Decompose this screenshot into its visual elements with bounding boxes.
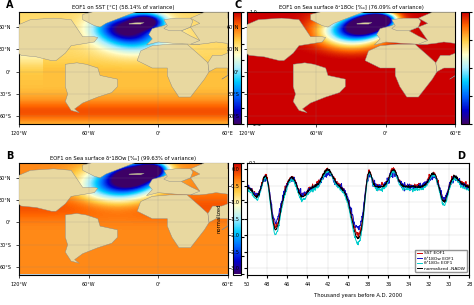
Polygon shape: [8, 169, 98, 211]
normalized -NADW: [298, 195, 304, 199]
δ³18Oc EOF1: [466, 186, 472, 190]
Polygon shape: [146, 170, 200, 196]
Text: C: C: [234, 0, 242, 10]
Title: EOF1 on Sea surface δ³18Oc [‰] (76.09% of variance): EOF1 on Sea surface δ³18Oc [‰] (76.09% o…: [279, 5, 424, 10]
Polygon shape: [129, 173, 144, 175]
Polygon shape: [365, 44, 437, 97]
normalized -NADW: [466, 183, 472, 187]
Polygon shape: [293, 63, 346, 113]
Polygon shape: [392, 18, 421, 31]
Polygon shape: [65, 63, 118, 113]
Polygon shape: [164, 18, 193, 31]
Polygon shape: [137, 195, 209, 248]
Line: δ³18Oc EOF1: δ³18Oc EOF1: [247, 170, 469, 245]
Polygon shape: [137, 44, 209, 97]
SST EOF1: [409, 185, 415, 189]
SST EOF1: [244, 188, 250, 192]
δ³18Ow EOF1: [466, 185, 472, 189]
SST EOF1: [365, 175, 371, 178]
δ³18Ow EOF1: [409, 186, 415, 190]
normalized -NADW: [409, 185, 415, 188]
δ³18Ow EOF1: [391, 168, 396, 172]
δ³18Oc EOF1: [317, 183, 323, 186]
Polygon shape: [164, 169, 193, 181]
Polygon shape: [290, 81, 337, 100]
Polygon shape: [191, 163, 320, 230]
normalized -NADW: [366, 171, 372, 175]
Text: D: D: [457, 151, 465, 161]
δ³18Ow EOF1: [356, 228, 362, 232]
Legend: SST EOF1, δ³18Ow EOF1, δ³18Oc EOF1, normalized -NADW: SST EOF1, δ³18Ow EOF1, δ³18Oc EOF1, norm…: [415, 249, 467, 272]
δ³18Ow EOF1: [427, 179, 433, 182]
Polygon shape: [357, 23, 372, 24]
Title: EOF1 on Sea surface δ³18Ow [‰] (99.63% of variance): EOF1 on Sea surface δ³18Ow [‰] (99.63% o…: [50, 156, 196, 161]
Y-axis label: normalized: normalized: [217, 204, 222, 233]
Title: EOF1 on SST [°C] (58.14% of variance): EOF1 on SST [°C] (58.14% of variance): [72, 5, 174, 10]
SST EOF1: [391, 166, 396, 170]
δ³18Ow EOF1: [244, 183, 250, 187]
normalized -NADW: [317, 180, 323, 184]
δ³18Ow EOF1: [317, 181, 323, 184]
δ³18Oc EOF1: [427, 176, 433, 180]
Line: SST EOF1: SST EOF1: [247, 168, 469, 238]
SST EOF1: [466, 183, 472, 187]
δ³18Oc EOF1: [409, 188, 415, 192]
δ³18Ow EOF1: [298, 193, 304, 197]
Text: A: A: [7, 0, 14, 10]
normalized -NADW: [355, 237, 360, 241]
δ³18Ow EOF1: [335, 184, 340, 187]
Polygon shape: [290, 231, 337, 251]
normalized -NADW: [427, 176, 433, 180]
δ³18Oc EOF1: [356, 243, 361, 247]
normalized -NADW: [244, 185, 250, 188]
Text: B: B: [7, 151, 14, 161]
Polygon shape: [374, 20, 428, 45]
SST EOF1: [298, 191, 304, 195]
SST EOF1: [335, 183, 340, 186]
Polygon shape: [129, 23, 144, 24]
normalized -NADW: [325, 167, 330, 170]
Polygon shape: [8, 18, 98, 61]
Line: normalized -NADW: normalized -NADW: [247, 169, 469, 239]
Polygon shape: [310, 9, 369, 27]
Line: δ³18Ow EOF1: δ³18Ow EOF1: [247, 170, 469, 230]
SST EOF1: [356, 236, 361, 240]
δ³18Oc EOF1: [244, 188, 250, 191]
δ³18Ow EOF1: [365, 173, 371, 176]
Polygon shape: [191, 12, 320, 79]
Polygon shape: [235, 18, 326, 61]
δ³18Oc EOF1: [365, 174, 371, 178]
δ³18Oc EOF1: [335, 184, 340, 188]
Polygon shape: [83, 9, 141, 27]
normalized -NADW: [335, 183, 341, 187]
Polygon shape: [146, 20, 200, 45]
δ³18Oc EOF1: [298, 197, 304, 201]
δ³18Oc EOF1: [391, 168, 396, 172]
Polygon shape: [419, 12, 474, 79]
X-axis label: Thousand years before A.D. 2000: Thousand years before A.D. 2000: [314, 293, 402, 298]
SST EOF1: [317, 178, 323, 182]
Polygon shape: [65, 214, 118, 263]
Polygon shape: [83, 160, 141, 178]
SST EOF1: [427, 177, 433, 180]
